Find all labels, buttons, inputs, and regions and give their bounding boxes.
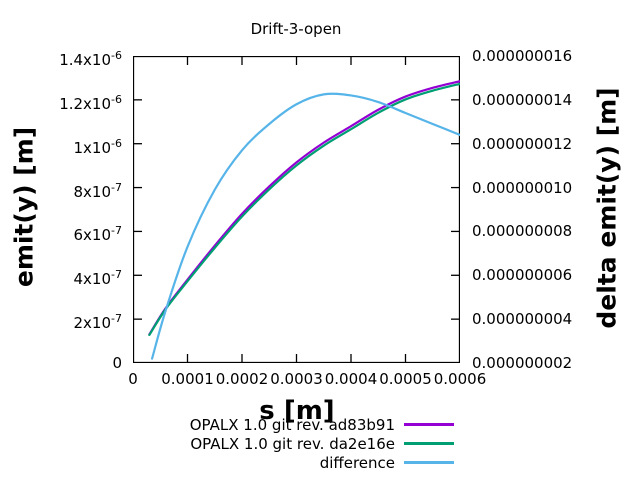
tick-exponent: -6 — [111, 49, 122, 62]
tick-exponent: -7 — [111, 268, 122, 282]
y-left-tick-label: 1x10-6 — [73, 136, 122, 157]
plot-border — [133, 56, 460, 363]
tick-exponent: -7 — [111, 312, 122, 326]
y-left-tick-label: 8x10-7 — [73, 180, 122, 201]
x-axis-tick-label: 0.0006 — [433, 370, 487, 388]
series-line-0 — [148, 80, 460, 336]
plot-area — [133, 56, 460, 363]
x-axis-label: s [m] — [259, 396, 335, 426]
y-left-tick-label: 0 — [112, 354, 122, 372]
series-line-1 — [148, 82, 460, 337]
x-axis-tick-label: 0.0004 — [324, 370, 378, 388]
y-right-tick-label: 0.000000012 — [472, 134, 573, 153]
y-axis-right-tick-labels: 0.000000002 0.000000004 0.000000006 0.00000… — [472, 0, 640, 480]
tick-exponent: -7 — [111, 224, 122, 238]
x-axis-tick-label: 0.0005 — [379, 370, 432, 388]
chart-title: Drift-3-open — [250, 20, 342, 38]
y-right-tick-label: 0.000000008 — [472, 222, 573, 241]
legend-item: OPALX 1.0 git rev. da2e16e — [155, 434, 454, 453]
y-right-tick-label: 0.000000006 — [472, 266, 573, 285]
legend-item: OPALX 1.0 git rev. ad83b91 — [155, 415, 454, 434]
y-right-tick-label: 0.000000002 — [472, 354, 573, 372]
x-axis-tick-label: 0.0001 — [161, 370, 214, 388]
x-axis-tick-label: 0 — [128, 370, 138, 388]
x-axis-tick-label: 0.0002 — [215, 370, 269, 388]
y-left-tick-label: 1.4x10-6 — [59, 49, 122, 69]
legend-line-sample — [404, 461, 454, 464]
legend-label: OPALX 1.0 git rev. ad83b91 — [189, 415, 395, 434]
y-left-tick-label: 1.2x10-6 — [59, 92, 122, 113]
tick-exponent: -7 — [111, 180, 122, 194]
y-right-tick-label: 0.000000010 — [472, 178, 573, 197]
legend-item: difference — [155, 453, 454, 472]
legend-label: difference — [319, 453, 395, 472]
y-right-tick-label: 0.000000004 — [472, 310, 573, 329]
y-left-tick-label: 6x10-7 — [73, 224, 122, 245]
tick-exponent: -6 — [111, 92, 122, 106]
legend-line-sample — [404, 423, 454, 426]
y-axis-left-tick-labels: 0 2x10-7 4x10-7 6x10-7 8x10-7 1x10-6 1.2x10-6 1… — [0, 0, 122, 480]
legend-label: OPALX 1.0 git rev. da2e16e — [190, 434, 395, 453]
legend: OPALX 1.0 git rev. ad83b91 OPALX 1.0 git … — [155, 415, 454, 472]
tick-exponent: -6 — [111, 136, 122, 150]
y-right-tick-label: 0.000000016 — [472, 47, 573, 65]
x-axis-tick-label: 0.0003 — [270, 370, 323, 388]
series-line-2 — [150, 92, 460, 360]
legend-line-sample — [404, 442, 454, 445]
y-left-tick-label: 2x10-7 — [73, 312, 122, 333]
y-left-tick-label: 4x10-7 — [73, 268, 122, 289]
y-right-tick-label: 0.000000014 — [472, 90, 573, 109]
